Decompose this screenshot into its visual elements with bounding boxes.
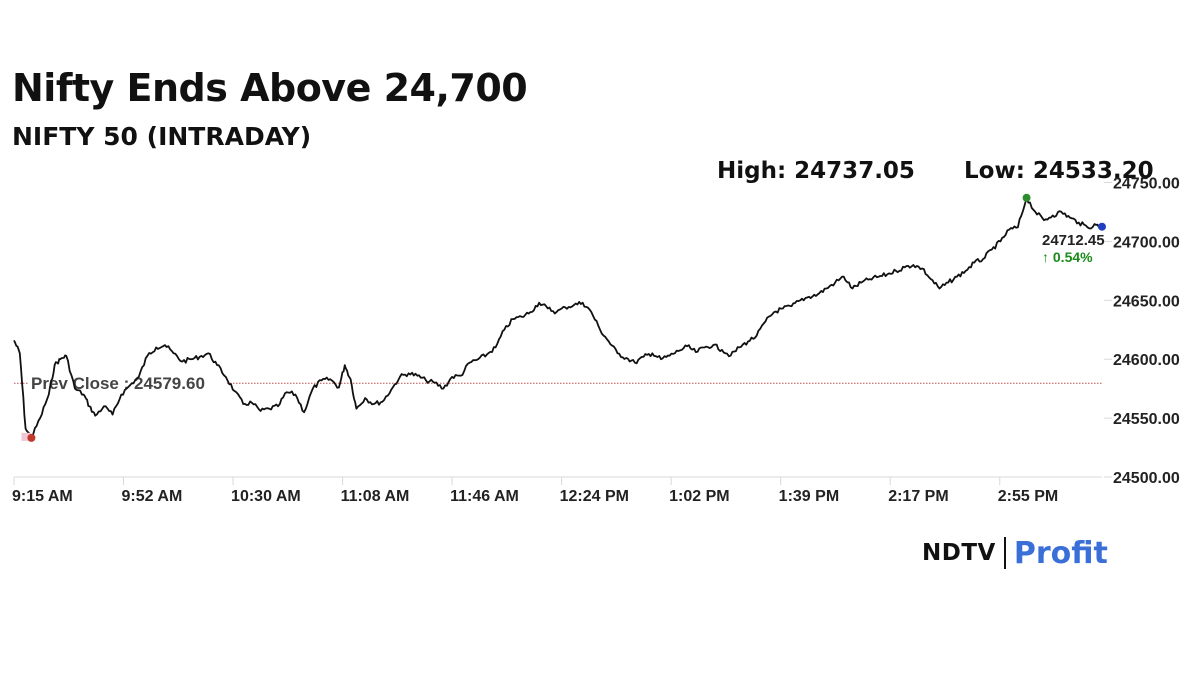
x-tick-label: 12:24 PM (560, 488, 629, 505)
ndtv-profit-logo: NDTV Profit (922, 533, 1108, 573)
high-stat: High: 24737.05 (717, 158, 915, 184)
x-tick-label: 1:02 PM (669, 488, 729, 505)
x-tick-label: 9:15 AM (12, 488, 73, 505)
y-tick-label: 24750.00 (1113, 176, 1180, 193)
x-tick-label: 9:52 AM (122, 488, 183, 505)
y-tick-label: 24550.00 (1113, 411, 1180, 428)
prev-close-label: Prev Close : 24579.60 (31, 374, 205, 393)
x-tick-label: 11:08 AM (341, 488, 410, 505)
y-tick-label: 24700.00 (1113, 234, 1180, 251)
x-tick-label: 11:46 AM (450, 488, 519, 505)
price-line (13, 196, 1103, 439)
prev-close-layer: Prev Close : 24579.60 (14, 371, 1102, 394)
low-stat: Low: 24533.20 (964, 158, 1154, 184)
grid-layer (13, 182, 1112, 485)
x-tick-label: 10:30 AM (231, 488, 301, 505)
low-marker (27, 433, 36, 442)
price-line-layer (13, 196, 1103, 439)
x-tick-label: 1:39 PM (779, 488, 839, 505)
page-title: Nifty Ends Above 24,700 (12, 66, 528, 110)
close-marker (1098, 222, 1106, 231)
label-layer: 24500.00 24550.00 24600.00 24650.00 24700.00… (12, 176, 1180, 506)
logo-profit-text: Profit (1013, 535, 1108, 571)
marker-layer (21, 193, 1106, 442)
chart-subtitle: NIFTY 50 (INTRADAY) (12, 122, 312, 151)
high-marker (1022, 193, 1031, 202)
prev-close-label-bg (28, 371, 226, 394)
y-tick-label: 24650.00 (1113, 293, 1180, 310)
logo-ndtv-text: NDTV (922, 540, 996, 566)
y-tick-label: 24500.00 (1113, 470, 1180, 487)
logo-separator (1003, 537, 1006, 569)
x-tick-label: 2:17 PM (888, 488, 948, 505)
change-label: ↑ 0.54% (1042, 249, 1093, 265)
y-tick-label: 24600.00 (1113, 352, 1180, 369)
close-value-label: 24712.45 (1042, 232, 1105, 249)
low-highlight (21, 432, 32, 441)
x-tick-label: 2:55 PM (998, 488, 1058, 505)
